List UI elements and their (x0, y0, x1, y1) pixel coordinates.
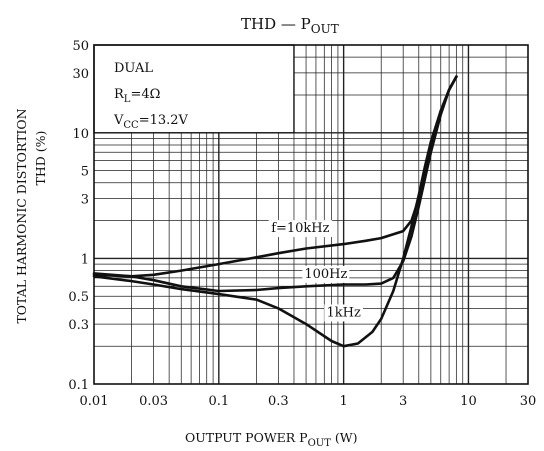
x-tick-label: 0.3 (268, 394, 289, 409)
y-tick-label: 50 (72, 39, 89, 54)
x-tick-label: 0.01 (80, 394, 109, 409)
y-tick-label: 10 (72, 127, 89, 142)
curve-label: f=10kHz (271, 221, 329, 236)
x-tick-label: 3 (399, 394, 407, 409)
label-background (324, 304, 364, 322)
y-tick-label: 1 (81, 252, 89, 267)
chart-title: THD — POUT (241, 15, 339, 36)
x-tick-label: 1 (339, 394, 347, 409)
x-tick-label: 0.1 (208, 394, 229, 409)
series-line-2 (92, 75, 458, 293)
y-tick-label: 0.1 (68, 378, 89, 393)
label-background (268, 220, 333, 238)
series-line-3 (92, 75, 458, 348)
y-tick-label: 0.3 (68, 318, 89, 333)
y-tick-label: 3 (81, 192, 89, 207)
y-axis-label-unit: THD (%) (33, 131, 48, 186)
x-axis-label: OUTPUT POWER POUT (W) (185, 430, 357, 449)
curve-label: 100Hz (304, 267, 347, 282)
x-tick-label: 0.03 (139, 394, 168, 409)
plot-frame (93, 44, 529, 385)
y-axis-label: TOTAL HARMONIC DISTORTION (14, 108, 29, 323)
y-tick-label: 0.5 (68, 290, 89, 305)
curves (92, 75, 458, 348)
condition-line-dual: DUAL (114, 61, 153, 76)
y-tick-label: 30 (72, 67, 89, 82)
x-tick-label: 10 (460, 394, 477, 409)
label-background (302, 265, 350, 283)
labels: f=10kHz 100Hz 1kHz 0.01 0.03 0.1 0.3 1 3 10 30 0.1 0… (14, 15, 536, 449)
conditions-box (93, 44, 295, 134)
y-tick-label: 5 (81, 165, 89, 180)
x-tick-label: 30 (520, 394, 537, 409)
curve-label: 1kHz (326, 305, 360, 320)
